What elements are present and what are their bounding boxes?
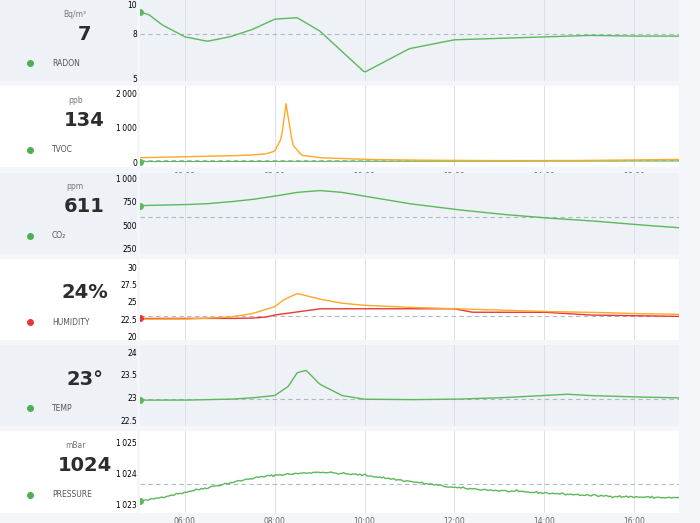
Text: HUMIDITY: HUMIDITY [52,317,90,327]
Text: mBar: mBar [65,441,85,450]
Text: Bq/m³: Bq/m³ [64,10,87,19]
Text: ppm: ppm [66,183,83,191]
Text: CO₂: CO₂ [52,231,66,241]
Text: TEMP: TEMP [52,404,73,413]
Text: ppb: ppb [68,96,83,105]
Text: 7: 7 [78,25,92,43]
Text: 24%: 24% [62,283,108,302]
Text: RADON: RADON [52,59,80,68]
Text: 23°: 23° [66,370,103,389]
Text: 611: 611 [64,197,105,216]
Text: PRESSURE: PRESSURE [52,490,92,499]
Text: 134: 134 [64,111,105,130]
Text: 1024: 1024 [57,456,112,475]
Text: TVOC: TVOC [52,145,73,154]
